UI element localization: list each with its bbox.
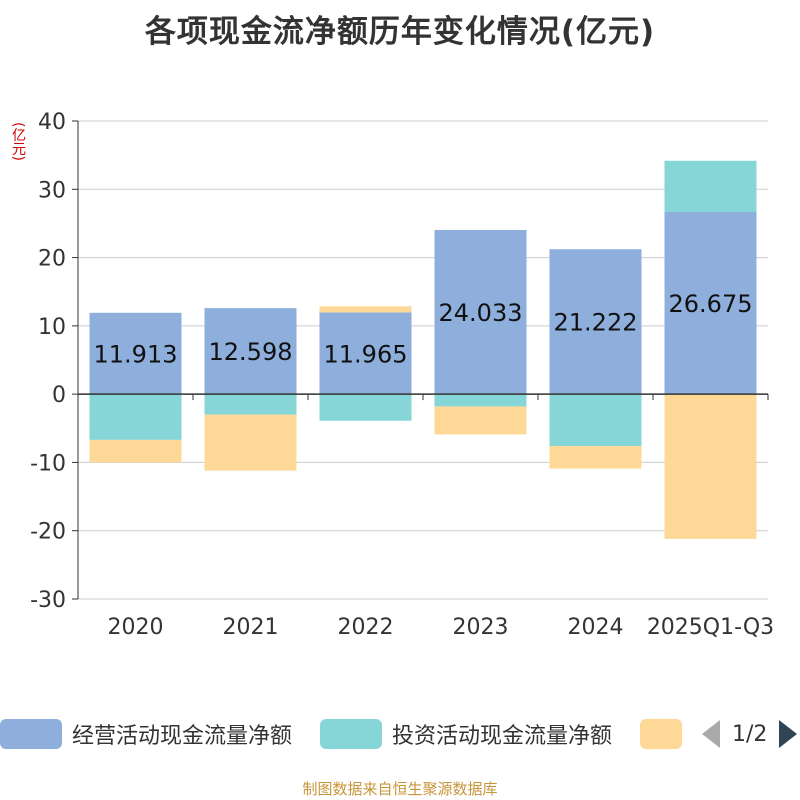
legend-item-investing[interactable]: 投资活动现金流量净额 <box>320 716 612 752</box>
bar-series2-2022 <box>319 306 412 313</box>
data-label: 21.222 <box>554 309 638 337</box>
legend-swatch-financing <box>640 719 682 749</box>
next-page-icon[interactable] <box>779 720 798 748</box>
y-tick-label: 10 <box>38 315 66 340</box>
legend-item-financing[interactable] <box>640 716 682 752</box>
chart-title: 各项现金流净额历年变化情况(亿元) <box>144 14 656 50</box>
y-tick-label: 20 <box>38 247 66 272</box>
bar-series0-2023 <box>434 230 527 395</box>
legend-swatch-operating <box>0 719 62 749</box>
legend-swatch-investing <box>320 719 382 749</box>
x-tick-label: 2022 <box>338 615 394 640</box>
x-tick-label: 2023 <box>453 615 509 640</box>
legend-item-operating[interactable]: 经营活动现金流量净额 <box>0 716 292 752</box>
data-label: 11.913 <box>94 340 178 368</box>
y-tick-label: -10 <box>30 451 66 476</box>
legend: 经营活动现金流量净额 投资活动现金流量净额 1/2 <box>0 716 800 756</box>
legend-label-investing: 投资活动现金流量净额 <box>392 724 613 749</box>
bar-series0-2021 <box>204 308 297 395</box>
x-tick-label: 2025Q1-Q3 <box>647 615 774 640</box>
y-tick-label: 30 <box>38 178 66 203</box>
bar-series0-2024 <box>549 249 642 395</box>
bar-series2-2020 <box>89 439 182 463</box>
y-tick-label: -20 <box>30 520 66 545</box>
bar-series1-2024 <box>549 394 642 447</box>
prev-page-icon[interactable] <box>702 720 720 748</box>
bar-series1-2023 <box>434 394 527 407</box>
bar-series1-2020 <box>89 394 182 440</box>
source-footer: 制图数据来自恒生聚源数据库 <box>302 780 498 798</box>
y-axis-unit: (亿元) <box>10 122 26 161</box>
y-tick-label: 40 <box>38 110 66 135</box>
bar-series0-2022 <box>319 312 412 395</box>
bar-series2-2021 <box>204 414 297 471</box>
x-tick-label: 2020 <box>108 615 164 640</box>
page-indicator: 1/2 <box>732 721 768 747</box>
data-label: 11.965 <box>324 340 408 368</box>
data-label: 24.033 <box>439 299 523 327</box>
chart: 40 30 20 10 0 -10 -20 -30 11.913 12.598 11.965 24.0… <box>30 110 774 640</box>
bar-series2-2025Q1-Q3 <box>664 394 757 539</box>
bar-series1-2025Q1-Q3 <box>664 160 757 212</box>
data-label: 12.598 <box>209 338 293 366</box>
bar-series2-2023 <box>434 406 527 435</box>
y-tick-label: -30 <box>30 588 66 613</box>
bar-series0-2020 <box>89 312 182 395</box>
y-tick-label: 0 <box>52 383 66 408</box>
data-label: 26.675 <box>669 290 753 318</box>
legend-label-operating: 经营活动现金流量净额 <box>72 724 293 749</box>
x-tick-label: 2024 <box>568 615 624 640</box>
bar-series2-2024 <box>549 446 642 469</box>
bar-series1-2022 <box>319 394 412 421</box>
legend-pager: 1/2 <box>702 716 798 752</box>
x-tick-label: 2021 <box>223 615 279 640</box>
bar-series0-2025Q1-Q3 <box>664 211 757 395</box>
bar-series1-2021 <box>204 394 297 415</box>
